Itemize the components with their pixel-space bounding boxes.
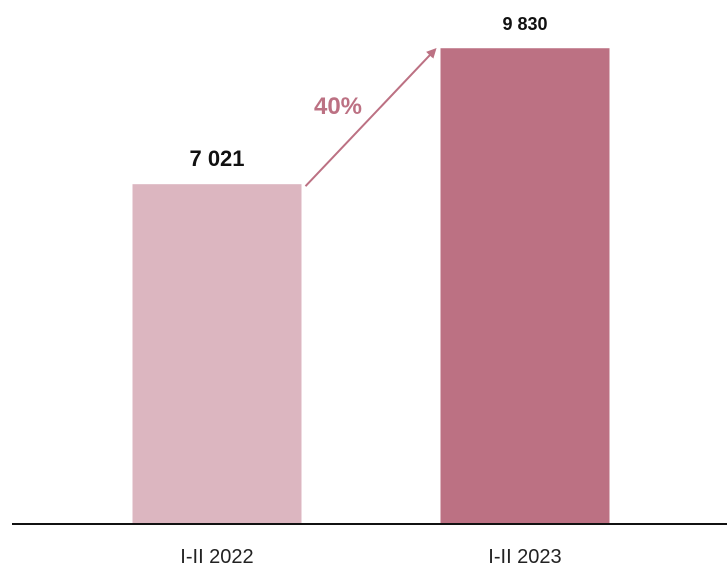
category-label-2: I-II 2023 [488, 546, 561, 568]
value-label-2: 9 830 [502, 14, 547, 34]
value-label-1: 7 021 [189, 146, 244, 171]
growth-arrow [304, 48, 437, 187]
category-label-1: I-II 2022 [180, 546, 253, 568]
bar-1 [132, 184, 302, 524]
change-percent-label: 40% [314, 93, 362, 120]
bar-2 [440, 48, 610, 525]
